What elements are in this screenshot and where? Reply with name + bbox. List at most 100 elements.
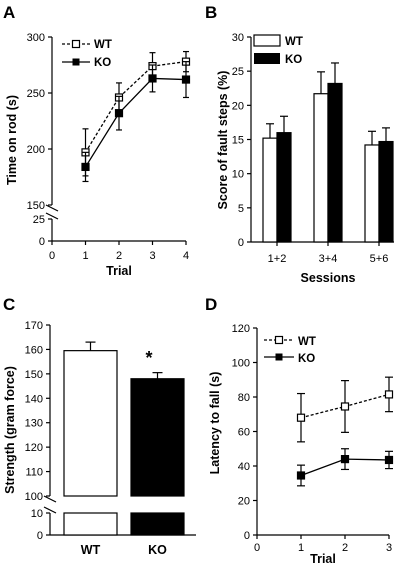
panel-a-series-ko-line: [84, 77, 187, 168]
panel-b-bar-ko: [276, 132, 292, 243]
panel-label-c: C: [3, 295, 15, 314]
panel-b-bar-ko: [378, 140, 394, 243]
panel-a-y-tick-label: 25: [33, 214, 45, 226]
panel-c-axis-break-mark: [43, 495, 57, 503]
panel-b-category-label: 1+2: [268, 253, 287, 265]
panel-d-ko-point: [296, 471, 306, 480]
panel-c-plot: 100 110 120 130 140 150 160 170 0 10 WT KO: [25, 320, 196, 557]
panel-d-xlabel: Trial: [310, 552, 336, 566]
panel-c-y-tick-label: 140: [25, 393, 43, 405]
panel-a-ylabel: Time on rod (s): [5, 95, 19, 185]
panel-b-y-tick-label: 20: [232, 100, 244, 112]
panel-b-xlabel: Sessions: [301, 271, 356, 285]
panel-d-wt-point: [384, 390, 394, 399]
panel-c-y-tick-label: 170: [25, 320, 43, 332]
panel-c-bar-ko-lower: [130, 512, 185, 536]
panel-b-bar-ko: [327, 82, 343, 243]
panel-d-x-tick-label: 2: [342, 542, 348, 554]
panel-a-x-tick-label: 0: [49, 250, 55, 262]
panel-d-ylabel: Latency to fall (s): [208, 372, 222, 475]
panel-d-y-tick-label: 20: [238, 496, 250, 508]
panel-d-y-tick-label: 120: [232, 323, 250, 335]
panel-a-ko-point: [114, 109, 124, 118]
panel-c-y-tick-label: 0: [37, 530, 43, 542]
panel-a-axis-break-mark: [45, 204, 59, 212]
panel-c-y-tick-label: 100: [25, 491, 43, 503]
panel-a-legend: WT KO: [62, 39, 112, 69]
legend-ko-marker: [72, 58, 80, 66]
panel-b-plot: 0 5 10 15 20 25 30 1+2 3+4 5+6: [232, 32, 394, 265]
legend-ko-marker: [275, 353, 283, 361]
panel-d-ko-point: [340, 455, 350, 464]
panel-c-y-tick-label: 10: [31, 508, 43, 520]
panel-b-bar-wt: [262, 137, 278, 243]
panel-b-y-tick-label: 15: [232, 135, 244, 147]
panel-a-axis-break-mark: [45, 212, 59, 220]
panel-b-y-tick-label: 30: [232, 32, 244, 44]
panel-d-x-tick-label: 1: [298, 542, 304, 554]
panel-b-category-label: 5+6: [370, 253, 389, 265]
panel-a-ko-point: [181, 75, 191, 84]
panel-b-bar-wt: [313, 93, 329, 243]
panel-d-x-tick-label: 0: [254, 542, 260, 554]
panel-b-y-tick-label: 5: [238, 203, 244, 215]
panel-d-wt-point: [340, 402, 350, 411]
panel-label-d: D: [205, 295, 217, 314]
panel-d-legend: WT KO: [264, 335, 316, 365]
panel-c-axis-break-mark: [43, 506, 57, 514]
panel-c-bar-wt-lower: [63, 512, 118, 536]
panel-c-y-tick-label: 130: [25, 418, 43, 430]
panel-c-bar-wt-upper: [63, 350, 118, 497]
panel-d-y-tick-label: 40: [238, 461, 250, 473]
legend-ko-label: KO: [94, 57, 111, 69]
panel-b-y-tick-label: 25: [232, 66, 244, 78]
panel-a-x-tick-label: 2: [116, 250, 122, 262]
legend-wt-marker: [274, 335, 284, 345]
panel-b-ylabel: Score of fault steps (%): [216, 71, 230, 210]
legend-wt-marker: [71, 39, 81, 49]
panel-a-y-tick-label: 0: [39, 236, 45, 248]
panel-c-bar-ko-upper: [130, 378, 185, 497]
panel-d-plot: 0 20 40 60 80 100 120 0 1 2 3: [232, 323, 394, 554]
panel-c-category-label: WT: [81, 543, 101, 557]
panel-a-xlabel: Trial: [106, 264, 132, 278]
panel-c-significance-star: *: [145, 348, 152, 368]
panel-c-ylabel: Strength (gram force): [3, 366, 17, 494]
panel-b-y-tick-label: 10: [232, 169, 244, 181]
panel-a-x-tick-label: 1: [82, 250, 88, 262]
legend-ko-swatch: [254, 53, 280, 64]
panel-a-y-tick-label: 300: [27, 32, 45, 44]
panel-label-a: A: [3, 3, 15, 22]
panel-a-x-tick-label: 4: [183, 250, 189, 262]
panel-a-y-tick-label: 250: [27, 88, 45, 100]
panel-d-y-tick-label: 0: [244, 530, 250, 542]
panel-a-ko-point: [148, 74, 157, 83]
panel-b-category-label: 3+4: [319, 253, 338, 265]
legend-ko-label: KO: [285, 54, 302, 66]
panel-d-ko-point: [384, 455, 394, 465]
panel-label-b: B: [205, 3, 217, 22]
panel-b-legend: WT KO: [253, 34, 303, 66]
panel-d-y-tick-label: 80: [238, 392, 250, 404]
panel-c-y-tick-label: 110: [25, 467, 43, 479]
panel-b-y-tick-label: 0: [238, 237, 244, 249]
panel-d-y-tick-label: 60: [238, 427, 250, 439]
panel-a-x-tick-label: 3: [149, 250, 155, 262]
panel-c-y-tick-label: 160: [25, 344, 43, 356]
panel-c-y-tick-label: 150: [25, 369, 43, 381]
panel-a-y-tick-label: 150: [27, 200, 45, 212]
legend-wt-label: WT: [285, 36, 303, 48]
panel-c-y-tick-label: 120: [25, 442, 43, 454]
panel-b-bar-wt: [364, 144, 380, 243]
panel-c-category-label: KO: [148, 543, 167, 557]
legend-wt-label: WT: [298, 336, 316, 348]
panel-a-ko-point: [81, 162, 90, 172]
legend-wt-swatch: [253, 34, 281, 47]
legend-wt-label: WT: [94, 39, 112, 51]
panel-a-series-wt-line: [84, 60, 187, 153]
panel-d-wt-point: [296, 413, 306, 422]
panel-a-y-tick-label: 200: [27, 144, 45, 156]
panel-d-y-tick-label: 100: [232, 358, 250, 370]
